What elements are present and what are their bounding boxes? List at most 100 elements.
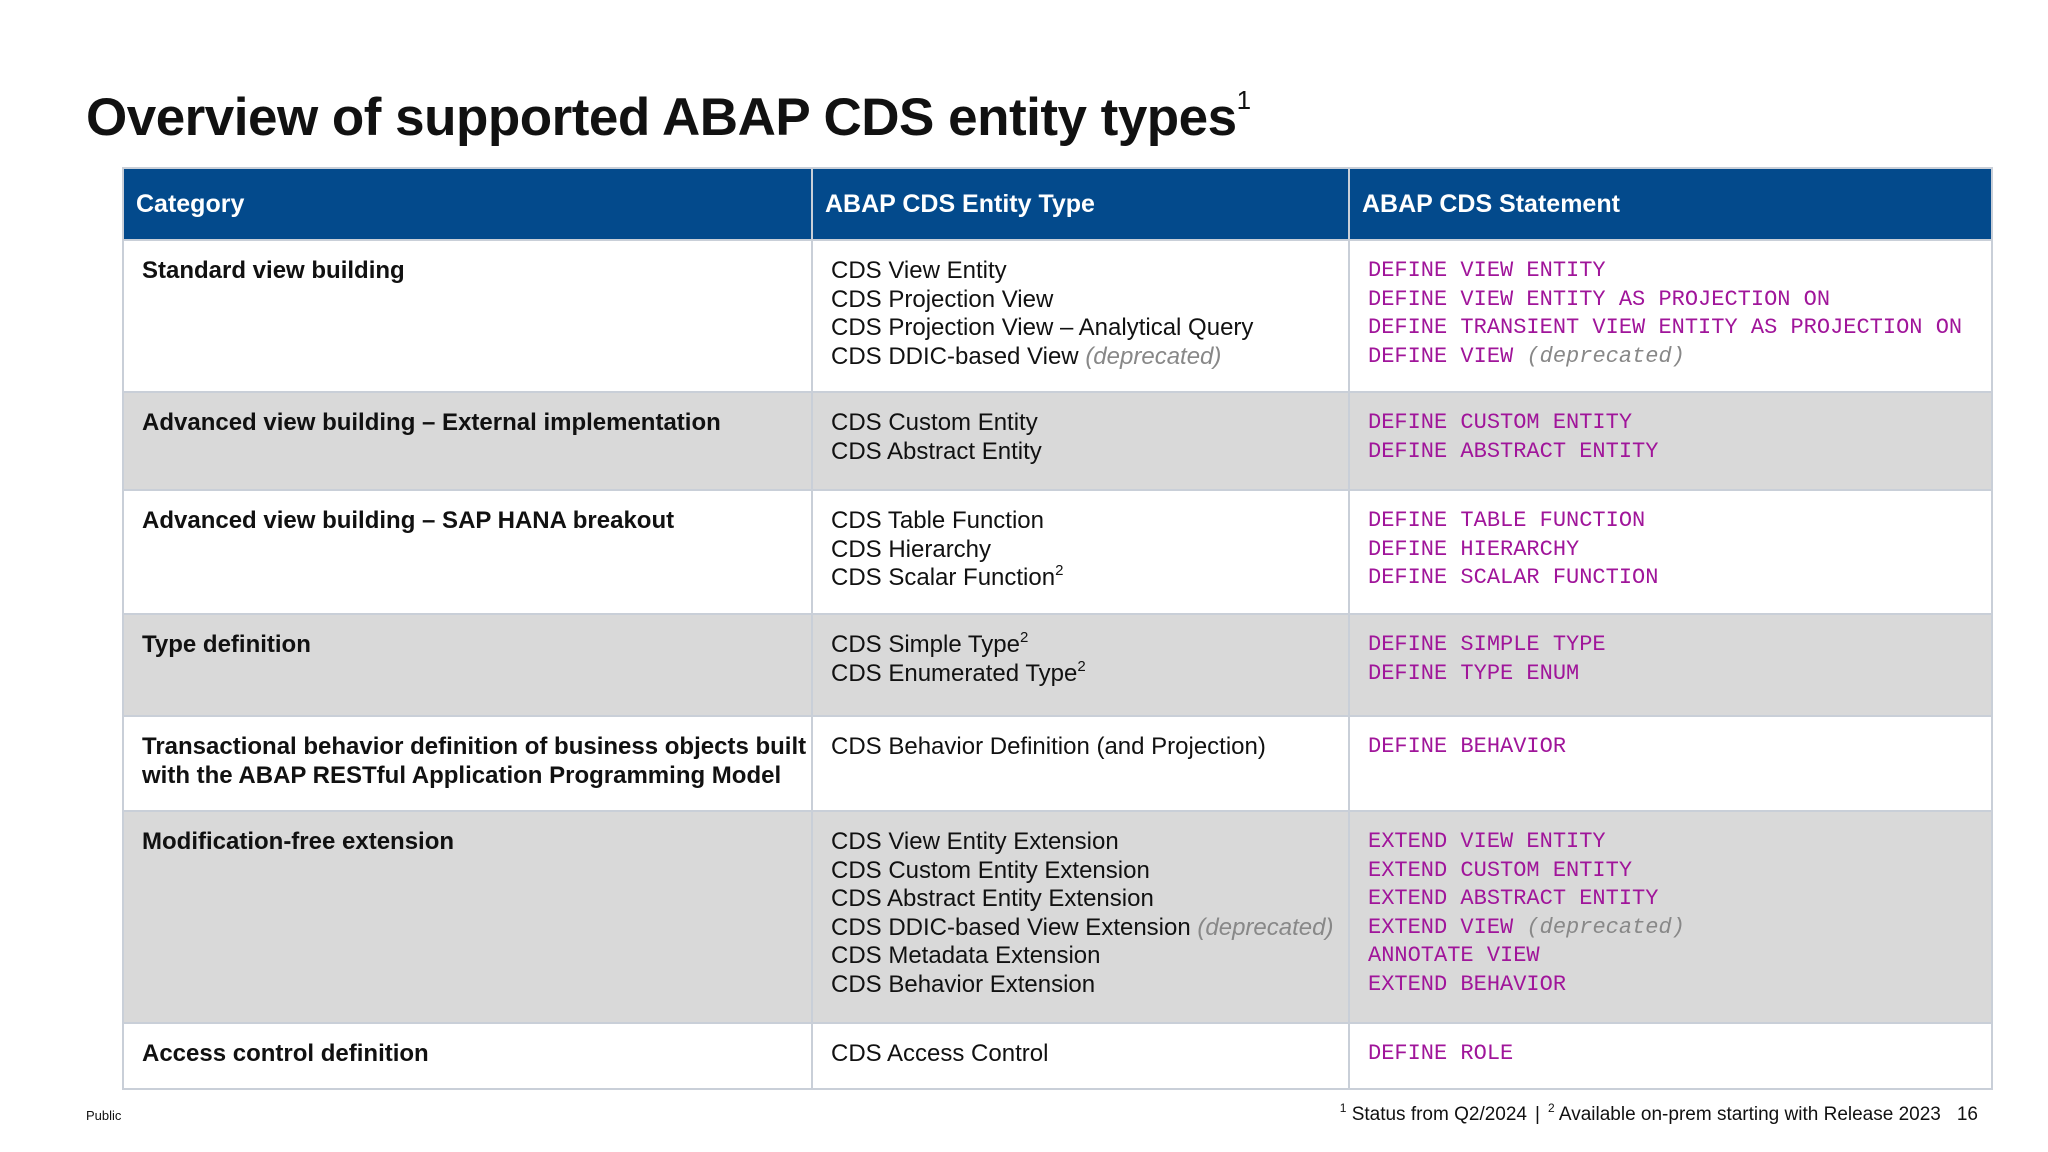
- entity-types-table: Category ABAP CDS Entity Type ABAP CDS S…: [122, 167, 1993, 1090]
- entity-type-item: CDS Metadata Extension: [831, 942, 1330, 971]
- statement-item: DEFINE CUSTOM ENTITY: [1368, 409, 1973, 438]
- statement-item: DEFINE VIEW ENTITY: [1368, 257, 1973, 286]
- table-row: Standard view building CDS View Entity CDS…: [122, 239, 1993, 393]
- header-entity-type: ABAP CDS Entity Type: [811, 167, 1350, 241]
- entity-type-cell: CDS Custom Entity CDS Abstract Entity: [811, 391, 1350, 491]
- footnote1-marker: 1: [1339, 1101, 1347, 1115]
- entity-type-item: CDS View Entity Extension: [831, 828, 1330, 857]
- category-text: Standard view building: [142, 257, 405, 284]
- statement-cell: EXTEND VIEW ENTITY EXTEND CUSTOM ENTITY EX…: [1348, 810, 1993, 1024]
- statement-item: DEFINE BEHAVIOR: [1368, 733, 1973, 762]
- footnote-marker: 2: [1019, 629, 1029, 646]
- footnote2-marker: 2: [1547, 1101, 1555, 1115]
- statement-item: DEFINE VIEW ENTITY AS PROJECTION ON: [1368, 286, 1973, 315]
- entity-type-item: CDS DDIC-based View Extension (deprecate…: [831, 913, 1334, 943]
- entity-type-item: CDS Table Function: [831, 507, 1330, 536]
- entity-type-item: CDS Access Control: [831, 1040, 1330, 1069]
- table-row: Advanced view building – SAP HANA breako…: [122, 489, 1993, 615]
- entity-type-item-text: CDS Projection View – Analytical Query: [831, 314, 1254, 341]
- entity-type-item-text: CDS Enumerated Type: [831, 659, 1078, 687]
- statement-cell: DEFINE ROLE: [1348, 1022, 1993, 1090]
- statement-item: DEFINE SCALAR FUNCTION: [1368, 564, 1973, 593]
- entity-type-item-text: CDS Table Function: [831, 507, 1044, 534]
- deprecated-note: (deprecated): [1197, 913, 1334, 941]
- statement-item-text: EXTEND ABSTRACT ENTITY: [1368, 886, 1659, 911]
- statement-item: EXTEND VIEW ENTITY: [1368, 828, 1973, 857]
- statement-item: DEFINE TABLE FUNCTION: [1368, 507, 1973, 536]
- entity-type-item: CDS DDIC-based View (deprecated): [831, 343, 1330, 372]
- statement-item: EXTEND CUSTOM ENTITY: [1368, 857, 1973, 886]
- statement-item-text: EXTEND CUSTOM ENTITY: [1368, 857, 1633, 883]
- category-text: Type definition: [142, 631, 311, 658]
- statement-item-text: DEFINE TYPE ENUM: [1368, 660, 1580, 686]
- category-text: Modification-free extension: [142, 828, 455, 855]
- statement-cell: DEFINE TABLE FUNCTION DEFINE HIERARCHY DEF…: [1348, 489, 1993, 615]
- statement-item-text: DEFINE SIMPLE TYPE: [1368, 632, 1606, 657]
- category-cell: Advanced view building – External implem…: [122, 391, 813, 491]
- footnote2-text: Available on-prem starting with Release …: [1558, 1104, 1941, 1125]
- entity-type-item-text: CDS Custom Entity Extension: [831, 856, 1150, 884]
- entity-type-item: CDS Abstract Entity: [831, 438, 1330, 467]
- statement-cell: DEFINE SIMPLE TYPE DEFINE TYPE ENUM: [1348, 613, 1993, 717]
- entity-type-item: CDS View Entity: [831, 257, 1330, 286]
- table-row: Transactional behavior definition of bus…: [122, 715, 1993, 812]
- statement-item: ANNOTATE VIEW: [1368, 942, 1973, 971]
- category-cell: Type definition: [122, 613, 813, 717]
- title-footnote-marker: 1: [1236, 85, 1251, 115]
- statement-cell: DEFINE BEHAVIOR: [1348, 715, 1993, 812]
- entity-type-cell: CDS Access Control: [811, 1022, 1350, 1090]
- statement-item: DEFINE ABSTRACT ENTITY: [1368, 438, 1973, 467]
- statement-item-text: EXTEND VIEW: [1368, 914, 1514, 940]
- entity-type-item: CDS Simple Type2: [831, 629, 1330, 660]
- statement-item-text: DEFINE SCALAR FUNCTION: [1368, 565, 1659, 590]
- statement-item-text: DEFINE VIEW ENTITY AS PROJECTION ON: [1368, 286, 1831, 312]
- entity-type-item: CDS Hierarchy: [831, 536, 1330, 565]
- statement-item: DEFINE SIMPLE TYPE: [1368, 631, 1973, 660]
- statement-item-text: DEFINE VIEW ENTITY: [1368, 258, 1606, 283]
- entity-type-item: CDS Custom Entity Extension: [831, 857, 1330, 886]
- entity-type-item-text: CDS Behavior Definition (and Projection): [831, 733, 1266, 760]
- page-number: 16: [1956, 1104, 1978, 1125]
- entity-type-cell: CDS View Entity Extension CDS Custom Enti…: [811, 810, 1350, 1024]
- category-text: Advanced view building – SAP HANA breako…: [142, 507, 675, 534]
- statement-item: DEFINE TRANSIENT VIEW ENTITY AS PROJECTI…: [1368, 314, 1973, 343]
- statement-item: DEFINE ROLE: [1368, 1040, 1973, 1069]
- deprecated-note: (deprecated): [1526, 343, 1685, 369]
- statement-item-text: DEFINE TRANSIENT VIEW ENTITY AS PROJECTI…: [1368, 315, 1963, 340]
- statement-item-text: DEFINE ROLE: [1368, 1041, 1514, 1066]
- category-text: Advanced view building – External implem…: [142, 409, 721, 436]
- statement-cell: DEFINE CUSTOM ENTITY DEFINE ABSTRACT ENTI…: [1348, 391, 1993, 491]
- header-statement: ABAP CDS Statement: [1348, 167, 1993, 241]
- entity-type-item-text: CDS Abstract Entity: [831, 437, 1042, 465]
- statement-item-text: DEFINE BEHAVIOR: [1368, 734, 1567, 759]
- statement-item: DEFINE HIERARCHY: [1368, 536, 1973, 565]
- statement-item: EXTEND VIEW (deprecated): [1368, 914, 1973, 943]
- entity-type-item: CDS Abstract Entity Extension: [831, 885, 1330, 914]
- table-row: Type definition CDS Simple Type2 CDS Enume…: [122, 613, 1993, 717]
- entity-type-cell: CDS View Entity CDS Projection View CDS Pr…: [811, 239, 1350, 393]
- deprecated-note: (deprecated): [1526, 914, 1685, 940]
- entity-type-item-text: CDS Scalar Function: [831, 564, 1056, 591]
- entity-type-item-text: CDS Metadata Extension: [831, 942, 1101, 969]
- table-row: Access control definition CDS Access Cont…: [122, 1022, 1993, 1090]
- entity-type-item-text: CDS Hierarchy: [831, 535, 992, 563]
- category-cell: Transactional behavior definition of bus…: [122, 715, 813, 812]
- header-category: Category: [122, 167, 813, 241]
- statement-item-text: DEFINE HIERARCHY: [1368, 536, 1580, 562]
- table-body: Standard view building CDS View Entity CDS…: [122, 239, 1993, 1090]
- statement-cell: DEFINE VIEW ENTITY DEFINE VIEW ENTITY AS …: [1348, 239, 1993, 393]
- entity-type-item-text: CDS Access Control: [831, 1040, 1049, 1067]
- statement-item-text: DEFINE VIEW: [1368, 343, 1514, 369]
- statement-item: EXTEND BEHAVIOR: [1368, 971, 1973, 1000]
- page-title-text: Overview of supported ABAP CDS entity ty…: [86, 88, 1237, 147]
- table-row: Advanced view building – External implem…: [122, 391, 1993, 491]
- statement-item: DEFINE TYPE ENUM: [1368, 660, 1973, 689]
- statement-item-text: DEFINE ABSTRACT ENTITY: [1368, 438, 1659, 464]
- entity-type-item: CDS Custom Entity: [831, 409, 1330, 438]
- table-row: Modification-free extension CDS View Enti…: [122, 810, 1993, 1024]
- statement-item-text: ANNOTATE VIEW: [1368, 943, 1540, 968]
- footer-notes: 1 Status from Q2/2024 | 2 Available on-pre…: [1339, 1101, 1978, 1126]
- footnote1-text: Status from Q2/2024: [1351, 1104, 1528, 1125]
- statement-item-text: EXTEND BEHAVIOR: [1368, 971, 1567, 997]
- page-title: Overview of supported ABAP CDS entity ty…: [86, 85, 1251, 148]
